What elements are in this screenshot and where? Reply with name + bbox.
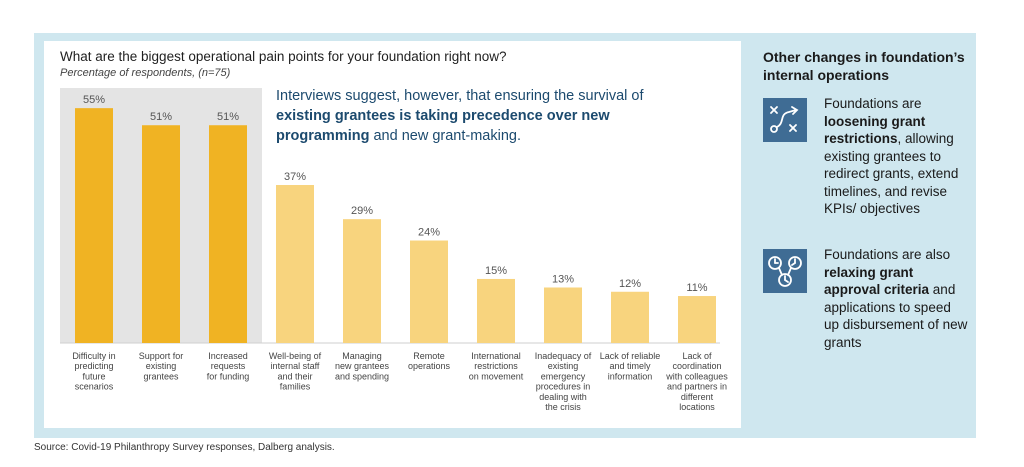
category-label: Lack of reliable and timely information (600, 351, 661, 381)
value-label: 51% (150, 111, 172, 123)
value-label: 11% (686, 282, 707, 294)
value-label: 15% (485, 265, 507, 277)
clock-gears-icon (763, 249, 807, 293)
text-run: loosening grant restrictions (824, 113, 926, 147)
category-label-line: locations (679, 402, 715, 412)
strategy-path-icon (763, 98, 807, 142)
category-label-line: emergency (541, 371, 586, 381)
category-label-line: existing (548, 361, 579, 371)
category-label-line: scenarios (75, 382, 114, 392)
bar (75, 108, 113, 344)
category-label-line: new grantees (335, 361, 390, 371)
category-label: Lack of coordination with colleagues and pa… (665, 351, 728, 412)
value-label: 12% (619, 278, 641, 290)
category-label-line: Well-being of (269, 351, 322, 361)
value-label: 13% (552, 273, 574, 285)
sidebar-title: Other changes in foundation’s internal o… (763, 49, 965, 83)
category-label-line: International (471, 351, 521, 361)
bar (611, 291, 649, 343)
category-label: International restrictions on movement (469, 351, 524, 381)
category-label-line: different (681, 392, 714, 402)
sidebar-item-loosening-restrictions: Foundations are loosening grant restrict… (824, 95, 969, 218)
value-label: 51% (217, 111, 239, 123)
bar (142, 125, 180, 343)
value-label: 29% (351, 205, 373, 217)
category-label-line: procedures in (536, 382, 591, 392)
value-label: 24% (418, 227, 440, 239)
category-label: Remote operations (408, 351, 451, 371)
category-label-line: Managing (342, 351, 382, 361)
text-run: relaxing grant approval criteria (824, 264, 930, 298)
category-label-line: Remote (413, 351, 445, 361)
bar (477, 278, 515, 343)
category-label-line: existing (146, 361, 177, 371)
category-label-line: Lack of reliable (600, 351, 661, 361)
category-label: Increased requests for funding (207, 351, 250, 381)
text-run: , allowing existing grantees to redirect… (824, 131, 959, 216)
category-label: Well-being of internal staff and their fami… (269, 351, 322, 392)
category-label: Support for existing grantees (139, 351, 184, 381)
bar (209, 125, 247, 343)
text-run: Interviews suggest, however, that ensuri… (276, 88, 644, 104)
bar (276, 185, 314, 343)
category-label-line: Lack of (682, 351, 712, 361)
category-label: Inadequacy of existing emergency procedures… (535, 351, 592, 412)
category-label-line: and spending (335, 371, 389, 381)
value-label: 37% (284, 171, 306, 183)
text-run: Foundations are also (824, 247, 951, 262)
category-label-line: operations (408, 361, 451, 371)
category-label: Difficulty in predicting future scenarios (72, 351, 115, 392)
category-label-line: future (82, 371, 105, 381)
category-label-line: requests (211, 361, 246, 371)
category-label-line: internal staff (271, 361, 320, 371)
bar (678, 296, 716, 343)
category-label-line: Difficulty in (72, 351, 115, 361)
bar (343, 219, 381, 343)
callout-text: Interviews suggest, however, that ensuri… (276, 86, 656, 146)
chart-title: What are the biggest operational pain po… (60, 49, 507, 64)
bar (544, 287, 582, 343)
category-label-line: information (608, 371, 653, 381)
source-note: Source: Covid-19 Philanthropy Survey res… (34, 442, 335, 453)
category-label-line: Increased (208, 351, 248, 361)
category-label-line: grantees (143, 371, 179, 381)
category-label-line: for funding (207, 371, 250, 381)
chart-subtitle: Percentage of respondents, (n=75) (60, 67, 231, 79)
text-run: and new grant-making. (369, 128, 521, 144)
category-label: Managing new grantees and spending (335, 351, 390, 381)
bar (410, 240, 448, 343)
category-label-line: Inadequacy of (535, 351, 592, 361)
category-label-line: and partners in (667, 382, 727, 392)
category-label-line: coordination (672, 361, 721, 371)
text-run: existing grantees is taking precedence o… (276, 108, 610, 144)
category-label-line: restrictions (474, 361, 518, 371)
category-label-line: predicting (74, 361, 113, 371)
text-run: Foundations are (824, 96, 922, 111)
category-label-line: with colleagues (665, 371, 728, 381)
value-label: 55% (83, 94, 105, 106)
category-label-line: and timely (609, 361, 651, 371)
category-label-line: on movement (469, 371, 524, 381)
category-label-line: dealing with (539, 392, 587, 402)
sidebar-item-relaxing-criteria: Foundations are also relaxing grant appr… (824, 246, 969, 351)
category-label-line: families (280, 382, 311, 392)
category-label-line: the crisis (545, 402, 581, 412)
text-run: and applications to speed up disbursemen… (824, 282, 968, 350)
category-label-line: and their (277, 371, 312, 381)
category-label-line: Support for (139, 351, 184, 361)
